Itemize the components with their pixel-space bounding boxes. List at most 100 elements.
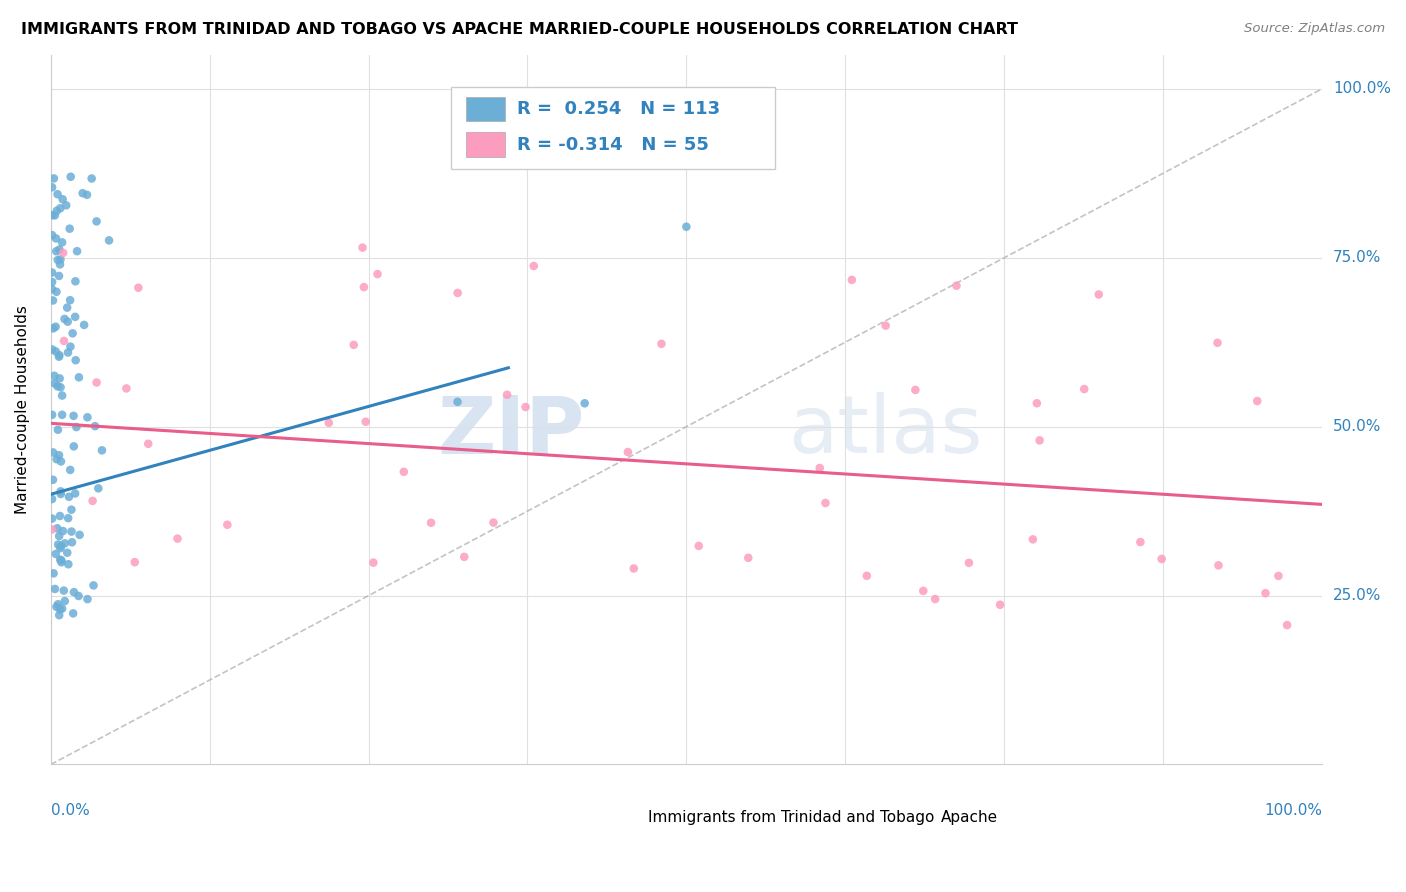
Point (353, 280, 375, 294)
Point (617, 445, 640, 459)
Point (41, 511, 63, 525)
Point (82, 494, 104, 508)
Point (45, 452, 67, 467)
Point (49, 541, 72, 556)
Point (1246, 394, 1268, 409)
Point (48, 268, 70, 283)
Point (48, 529, 70, 543)
Point (453, 549, 475, 564)
Point (808, 461, 831, 475)
Point (42, 171, 65, 186)
Text: 0.0%: 0.0% (51, 804, 90, 819)
Point (53, 334, 76, 348)
Point (318, 416, 340, 430)
Point (45, 285, 67, 299)
Point (515, 400, 537, 414)
Point (115, 381, 138, 395)
Point (56, 511, 79, 525)
Point (1022, 533, 1045, 547)
Point (86, 376, 108, 390)
Point (45, 244, 67, 259)
Point (80, 171, 103, 186)
Point (814, 496, 837, 510)
Point (76, 410, 98, 425)
Point (41, 275, 63, 289)
Point (51, 408, 73, 422)
Point (42, 473, 65, 487)
FancyBboxPatch shape (467, 132, 505, 157)
Point (343, 338, 366, 352)
Point (688, 539, 710, 553)
Text: R =  0.254   N = 113: R = 0.254 N = 113 (517, 100, 720, 118)
Point (62, 409, 84, 423)
FancyBboxPatch shape (451, 87, 775, 169)
Point (56, 315, 79, 329)
Point (737, 550, 759, 565)
Point (91, 443, 114, 458)
Point (1087, 287, 1109, 301)
Point (66, 244, 89, 259)
Point (988, 598, 1011, 612)
Point (41, 491, 63, 506)
FancyBboxPatch shape (595, 805, 637, 831)
Point (63, 486, 86, 500)
Point (46, 521, 69, 535)
Point (675, 219, 697, 234)
Point (1025, 396, 1047, 410)
Point (67, 370, 90, 384)
Point (62, 439, 84, 453)
Point (1073, 382, 1095, 396)
Text: Immigrants from Trinidad and Tobago: Immigrants from Trinidad and Tobago (648, 810, 935, 825)
Point (363, 556, 385, 570)
Point (41, 228, 63, 243)
Point (51, 235, 73, 250)
Point (41, 408, 63, 422)
Point (48, 371, 70, 385)
Point (59, 340, 82, 354)
Point (44, 582, 66, 596)
Point (45, 231, 67, 245)
Point (623, 561, 645, 575)
Point (1254, 586, 1277, 600)
Point (49, 539, 72, 553)
Point (45, 344, 67, 359)
Point (352, 241, 374, 255)
Point (59, 221, 82, 235)
Point (62, 326, 84, 341)
Point (482, 516, 505, 530)
FancyBboxPatch shape (887, 805, 929, 831)
Point (72, 186, 94, 201)
Point (46, 252, 69, 267)
Point (69, 528, 91, 542)
Point (49, 487, 72, 501)
Point (447, 285, 470, 300)
Point (124, 555, 146, 569)
Point (48, 350, 70, 364)
Point (67, 589, 90, 603)
Point (904, 383, 927, 397)
Point (52, 192, 75, 206)
Point (41, 523, 63, 537)
Point (42, 321, 65, 335)
Point (51, 555, 73, 569)
Point (1028, 434, 1050, 448)
Text: 100.0%: 100.0% (1264, 804, 1322, 819)
Point (367, 267, 389, 281)
Point (58, 490, 80, 504)
Point (56, 301, 79, 315)
Point (51, 553, 73, 567)
Point (41, 266, 63, 280)
Point (42, 293, 65, 308)
Point (574, 396, 596, 410)
Point (166, 532, 188, 546)
Point (83, 578, 105, 592)
Point (48, 348, 70, 362)
Point (52, 245, 75, 260)
Point (73, 318, 96, 332)
Point (420, 516, 443, 530)
Point (76, 592, 98, 607)
Point (523, 259, 546, 273)
Point (63, 585, 86, 599)
Point (446, 394, 468, 409)
Point (1275, 618, 1298, 632)
